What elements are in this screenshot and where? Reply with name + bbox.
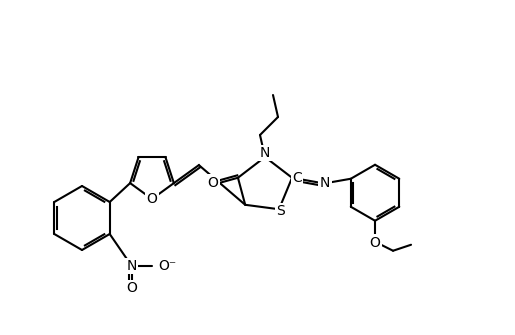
Text: O: O xyxy=(208,176,218,190)
Text: O: O xyxy=(126,281,137,295)
Text: N: N xyxy=(320,176,330,190)
Text: S: S xyxy=(277,204,285,218)
Text: O⁻: O⁻ xyxy=(159,259,177,273)
Text: N: N xyxy=(127,259,137,273)
Text: O: O xyxy=(370,236,381,250)
Text: C: C xyxy=(292,171,302,185)
Text: O: O xyxy=(147,192,158,206)
Text: N: N xyxy=(260,146,270,160)
